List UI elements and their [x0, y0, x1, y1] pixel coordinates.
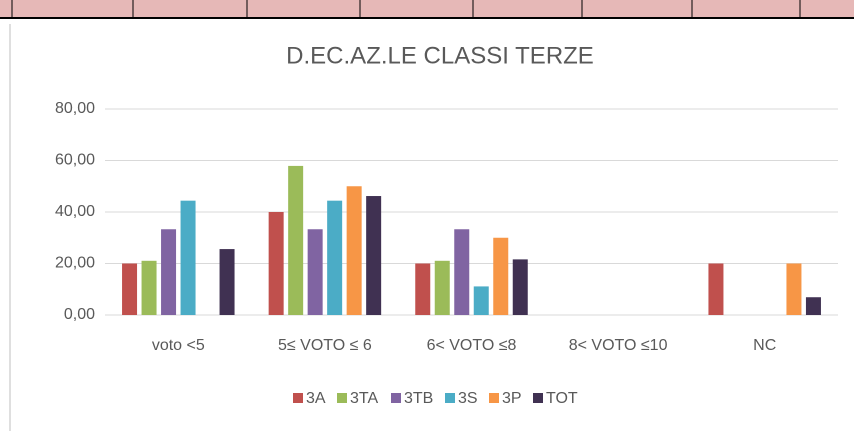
legend-label: 3P — [502, 390, 522, 407]
sheet-row — [0, 0, 854, 19]
bar — [415, 263, 431, 315]
legend-swatch — [533, 393, 543, 403]
legend-label: 3S — [458, 390, 478, 407]
y-tick-label: 0,00 — [64, 306, 95, 323]
bar — [219, 249, 235, 315]
x-tick-label: 8< VOTO ≤10 — [569, 337, 668, 354]
bar — [512, 259, 528, 315]
legend-label: TOT — [546, 390, 578, 407]
header-cells — [0, 0, 854, 18]
bar — [366, 196, 382, 315]
x-tick-label: NC — [753, 337, 776, 354]
bar — [327, 200, 343, 315]
bar — [346, 186, 362, 315]
bar — [473, 286, 489, 315]
legend-label: 3TB — [404, 390, 433, 407]
bar — [268, 212, 284, 315]
legend-swatch — [391, 393, 401, 403]
bar — [493, 237, 509, 315]
legend-swatch — [445, 393, 455, 403]
bar — [434, 260, 450, 315]
bar — [454, 229, 470, 315]
y-tick-label: 40,00 — [55, 203, 95, 220]
bar — [805, 297, 821, 315]
x-tick-label: voto <5 — [152, 337, 205, 354]
y-tick-label: 80,00 — [55, 100, 95, 117]
x-tick-label: 5≤ VOTO ≤ 6 — [278, 337, 372, 354]
legend-label: 3TA — [350, 390, 378, 407]
y-tick-label: 60,00 — [55, 152, 95, 169]
legend-swatch — [489, 393, 499, 403]
bar — [141, 260, 157, 315]
bar — [307, 229, 323, 315]
bar — [161, 229, 177, 315]
bar — [122, 263, 138, 315]
bar — [288, 165, 304, 315]
x-tick-label: 6< VOTO ≤8 — [427, 337, 517, 354]
bar — [180, 200, 196, 315]
legend-swatch — [337, 393, 347, 403]
chart-title: D.EC.AZ.LE CLASSI TERZE — [286, 42, 594, 69]
bar — [786, 263, 802, 315]
legend-label: 3A — [306, 390, 326, 407]
bar — [708, 263, 724, 315]
legend-swatch — [293, 393, 303, 403]
y-tick-label: 20,00 — [55, 255, 95, 272]
